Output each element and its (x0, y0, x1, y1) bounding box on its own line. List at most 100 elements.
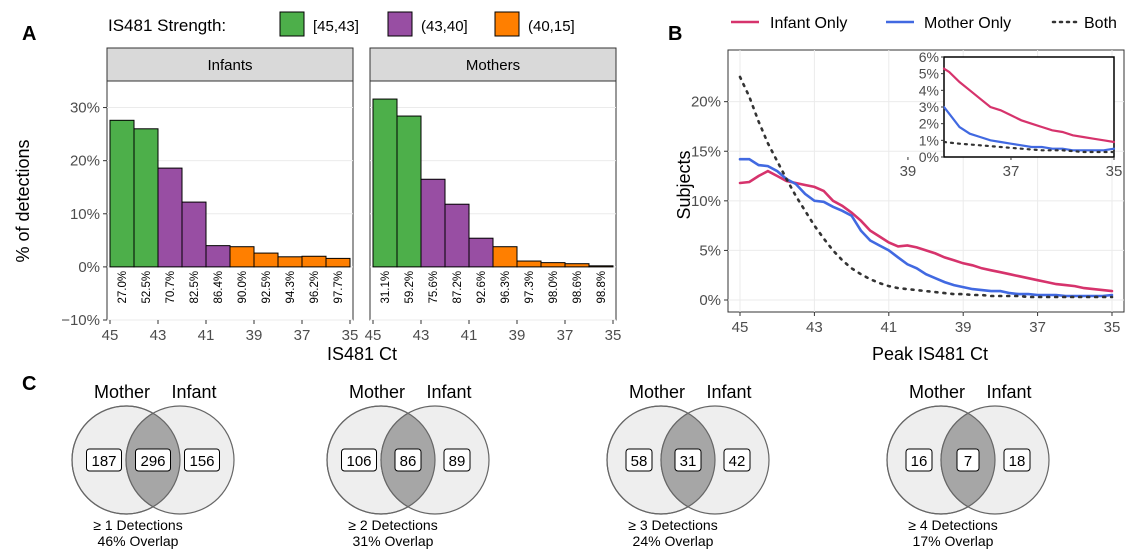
y-tick-label: 20% (691, 94, 721, 111)
facet-mothers: Mothers 31.1% 59.2% 75.6% 87.2% 92.6% 96.3% 97… (365, 47, 622, 344)
inset-line-mother-only (942, 105, 1116, 152)
cumulative-label: 97.3% (524, 271, 536, 304)
y-tick-label: 15% (691, 143, 721, 160)
bar (516, 260, 542, 268)
y-tick-label: 30% (70, 100, 100, 117)
venn-count-mother-only: 58 (631, 453, 648, 470)
panel-b-y-axis-title: Subjects (674, 150, 694, 219)
x-tick-label: 35 (342, 327, 359, 344)
x-tick-label: 35 (1104, 319, 1121, 336)
bar (492, 246, 518, 268)
cumulative-label: 98.0% (548, 271, 560, 304)
venn-caption-overlap: 46% Overlap (98, 533, 179, 549)
bar (157, 167, 183, 268)
venn-count-box (905, 448, 933, 472)
venn-count-box (1003, 448, 1031, 472)
venn-count-both: 7 (964, 453, 972, 470)
bar (325, 257, 351, 268)
line-infant-only (738, 169, 1114, 293)
venn-count-box (341, 448, 377, 472)
facet-infants: Infants 27.0% 52.5% 70.7% 82.5% 86.4% 90.0% 92… (102, 47, 359, 344)
venn-count-mother-only: 187 (91, 453, 116, 470)
inset-x-tick-label: 39 (900, 163, 917, 180)
venn-count-infant-only: 156 (189, 453, 214, 470)
facet-strip-infants (106, 47, 354, 82)
legend-key-low (494, 11, 520, 37)
inset-axes: 6%5%4%3%2%1%0%39 37 35 (900, 49, 1123, 180)
bar (588, 265, 614, 268)
venn-overlap (940, 406, 995, 514)
venn-count-box (135, 448, 171, 472)
cumulative-label: 96.3% (500, 271, 512, 304)
venn-set-label-infant: Infant (986, 382, 1031, 402)
panel-b-plot-area (727, 49, 1125, 313)
venn-count-both: 296 (140, 453, 165, 470)
venn-set-label-mother: Mother (909, 382, 965, 402)
x-tick-label: 37 (1029, 319, 1046, 336)
legend-key-mid (387, 11, 413, 37)
panel-a-x-axis-title: IS481 Ct (327, 344, 397, 364)
cumulative-label: 98.6% (572, 271, 584, 304)
venn-set-label-infant: Infant (426, 382, 471, 402)
cumulative-label: 70.7% (165, 271, 177, 304)
inset-line-both (942, 140, 1116, 154)
venn-count-box (86, 448, 122, 472)
bars-infants: 27.0% 52.5% 70.7% 82.5% 86.4% 90.0% 92.5% 94.3%… (102, 107, 359, 344)
bar (372, 98, 398, 268)
line-mother-only (738, 157, 1114, 298)
bar (468, 237, 494, 268)
cumulative-label: 92.6% (476, 271, 488, 304)
legend-label-low: (40,15] (528, 18, 575, 35)
legend-key-high (279, 11, 305, 37)
venn-count-box (394, 448, 422, 472)
venn-set-label-mother: Mother (94, 382, 150, 402)
bars-mothers: 31.1% 59.2% 75.6% 87.2% 92.6% 96.3% 97.3% 98.0%… (365, 98, 622, 344)
panel-label-c: C (22, 373, 36, 395)
inset-y-tick-label: 3% (919, 99, 939, 115)
venn-set-label-infant: Infant (171, 382, 216, 402)
facet-strip-mothers (369, 47, 617, 82)
legend-label-mother-only: Mother Only (924, 15, 1011, 32)
venn-count-mother-only: 106 (346, 453, 371, 470)
inset-lines (942, 67, 1116, 154)
venn-set-label-infant: Infant (706, 382, 751, 402)
x-tick-label: 35 (605, 327, 622, 344)
bar (133, 128, 159, 268)
x-tick-label: 37 (294, 327, 311, 344)
inset-y-tick-label: 6% (919, 49, 939, 65)
y-tick-label: 10% (70, 206, 100, 223)
y-tick-label: 20% (70, 153, 100, 170)
panel-label-b: B (668, 23, 682, 45)
venn-overlap (660, 406, 715, 514)
bar (396, 115, 422, 268)
cumulative-label: 82.5% (189, 271, 201, 304)
x-tick-label: 41 (880, 319, 897, 336)
panel-b-axes: 20% 15% 10% 5% 0% 45 43 41 39 37 35 (691, 94, 1120, 336)
x-tick-label: 41 (198, 327, 215, 344)
bar (564, 263, 590, 268)
venn-count-box (184, 448, 220, 472)
x-tick-label: 37 (557, 327, 574, 344)
facet-title-infants: Infants (207, 57, 252, 74)
facet-title-mothers: Mothers (466, 57, 520, 74)
venn-count-box (443, 448, 471, 472)
inset-y-tick-label: 0% (919, 149, 939, 165)
cumulative-label: 98.8% (596, 271, 608, 304)
cumulative-label: 94.3% (285, 271, 297, 304)
venn-count-infant-only: 42 (729, 453, 746, 470)
inset-x-tick-label: 35 (1106, 163, 1123, 180)
inset-y-tick-label: 4% (919, 82, 939, 98)
strength-legend: IS481 Strength: [45,43] (43,40] (40,15] (108, 11, 575, 37)
x-tick-label: 45 (365, 327, 382, 344)
x-tick-label: 45 (732, 319, 749, 336)
venn-count-mother-only: 16 (911, 453, 928, 470)
venn-count-both: 31 (680, 453, 697, 470)
x-tick-label: 39 (955, 319, 972, 336)
x-tick-label: 43 (806, 319, 823, 336)
venn-set-label-mother: Mother (349, 382, 405, 402)
cumulative-label: 31.1% (380, 271, 392, 304)
y-tick-label: −10% (61, 312, 100, 329)
cumulative-label: 86.4% (213, 271, 225, 304)
